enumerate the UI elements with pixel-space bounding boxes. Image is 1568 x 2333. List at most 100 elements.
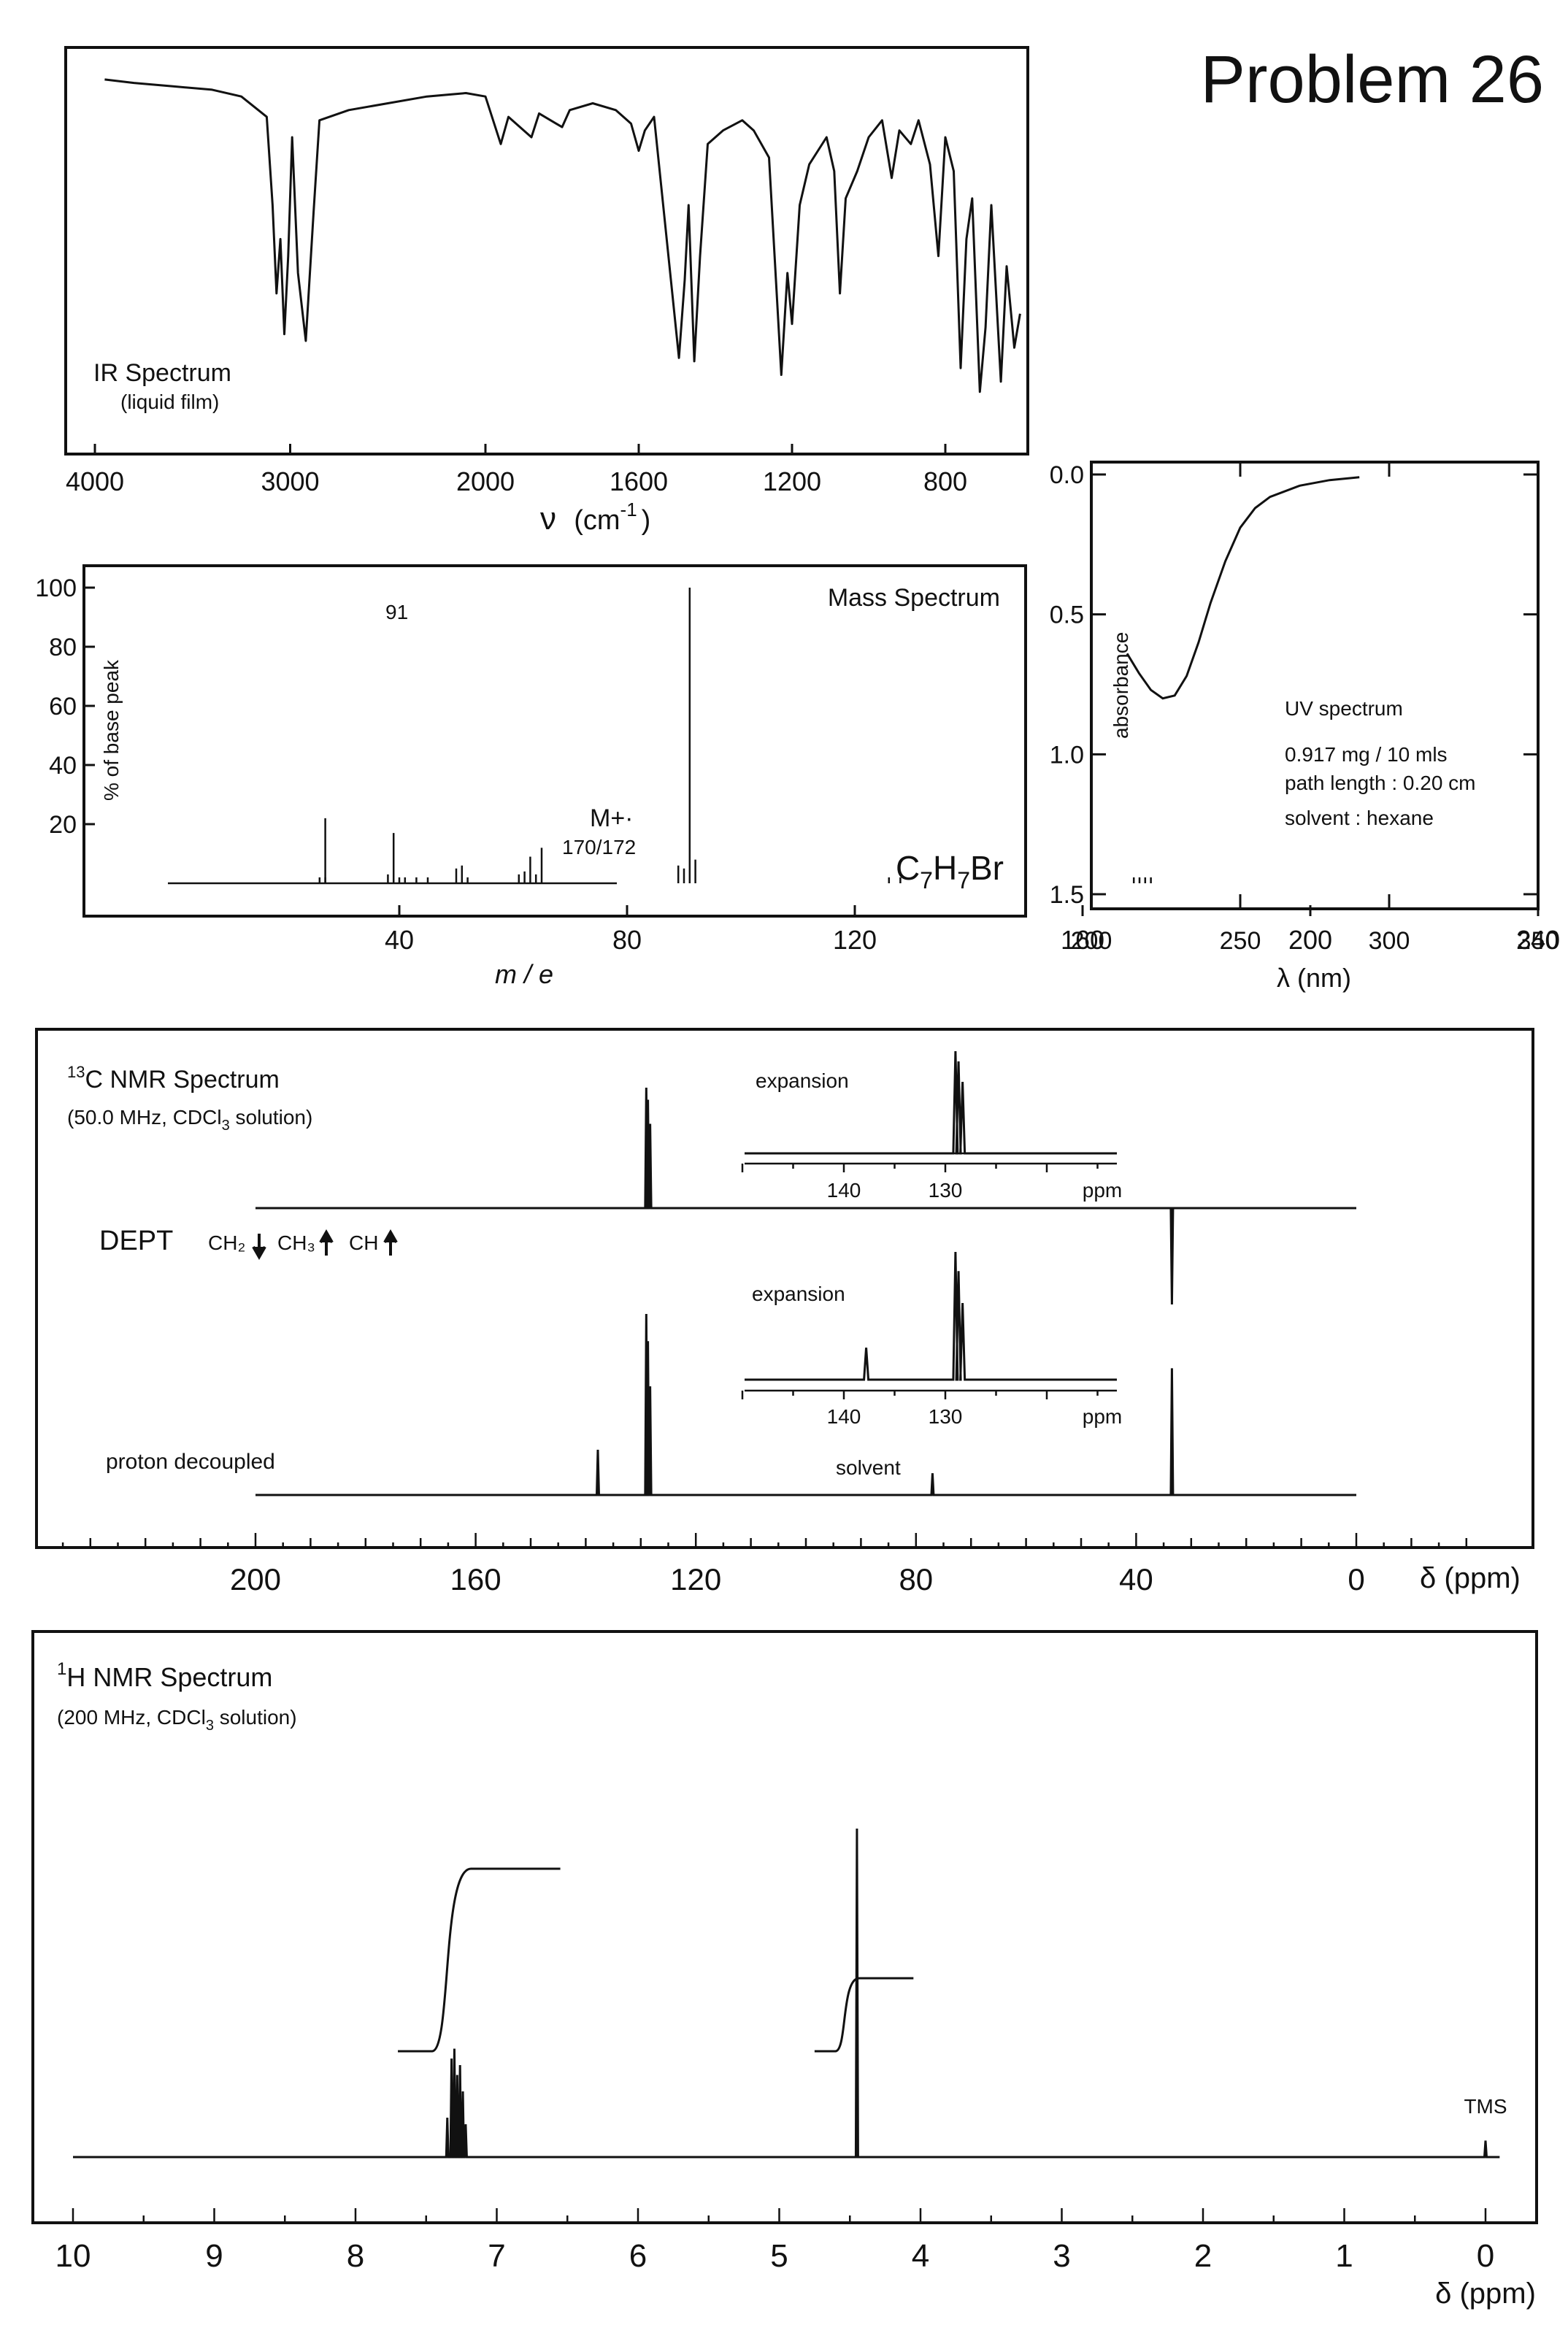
problem-title: Problem 26 bbox=[1201, 42, 1544, 117]
ms-x-axis-label: m / e bbox=[495, 959, 553, 989]
uv-frame bbox=[1090, 461, 1540, 910]
proton-decoupled-trace bbox=[255, 1313, 1356, 1496]
h1-conditions: (200 MHz, CDCl3 solution) bbox=[57, 1706, 297, 1734]
ir-frame bbox=[64, 46, 1029, 456]
h1-x-tick-label: 3 bbox=[1053, 2238, 1070, 2274]
decoupled-expansion-ticks bbox=[741, 1391, 1099, 1399]
arrow-down-icon bbox=[252, 1234, 266, 1261]
c13-x-tick-label: 160 bbox=[450, 1562, 501, 1596]
ms-y-tick-label: 20 bbox=[49, 811, 77, 839]
uv-note-concentration: 0.917 mg / 10 mls bbox=[1285, 743, 1448, 766]
uv-x-axis-label: λ (nm) bbox=[1277, 963, 1351, 993]
uv-trace bbox=[1126, 476, 1360, 700]
ms-y-axis-label: % of base peak bbox=[100, 659, 123, 801]
ms-y-tick-label: 60 bbox=[49, 693, 77, 720]
ms-y-tick-label: 100 bbox=[35, 574, 77, 602]
c13-title: 13C NMR Spectrum bbox=[67, 1063, 280, 1094]
uv-x-tick-label: 300 bbox=[1369, 927, 1410, 955]
uv-x-tick-label: 250 bbox=[1220, 927, 1261, 955]
ms-molecular-ion-label: M+· bbox=[590, 804, 634, 832]
arrow-up-icon bbox=[319, 1229, 334, 1256]
ms-x-axis: 4080120160200240280 bbox=[385, 905, 1560, 955]
h1-x-tick-label: 7 bbox=[488, 2238, 505, 2274]
h1-x-axis: 10 9 8 7 6 5 4 3 2 1 0 bbox=[55, 2208, 1494, 2274]
dept-expansion-ticks bbox=[741, 1164, 1099, 1172]
dept-expansion-tick-130: 130 bbox=[929, 1179, 963, 1202]
c13-x-tick-label: 120 bbox=[670, 1562, 721, 1596]
dept-expansion-unit: ppm bbox=[1083, 1179, 1122, 1202]
ir-x-tick-label: 4000 bbox=[66, 466, 124, 496]
dept-expansion-label: expansion bbox=[756, 1069, 849, 1092]
c13-conditions: (50.0 MHz, CDCl3 solution) bbox=[67, 1106, 312, 1134]
ir-x-axis-label: ν (cm-1) bbox=[540, 499, 650, 537]
c13-nmr-panel: 13C NMR Spectrum (50.0 MHz, CDCl3 soluti… bbox=[35, 1028, 1534, 1596]
h1-frame bbox=[31, 1630, 1538, 2224]
h1-nmr-panel: 1H NMR Spectrum (200 MHz, CDCl3 solution… bbox=[31, 1630, 1538, 2310]
ms-x-tick-label: 200 bbox=[1288, 925, 1332, 955]
dept-expansion-trace bbox=[745, 1050, 1117, 1155]
ir-x-tick-label: 800 bbox=[923, 466, 967, 496]
ms-x-tick-label: 80 bbox=[612, 925, 642, 955]
ir-x-tick-label: 2000 bbox=[456, 466, 515, 496]
dept-key-ch2: CH₂ bbox=[208, 1231, 245, 1254]
h1-x-tick-label: 2 bbox=[1194, 2238, 1212, 2274]
c13-x-tick-label: 40 bbox=[1119, 1562, 1153, 1596]
uv-note-path-length: path length : 0.20 cm bbox=[1285, 772, 1476, 794]
h1-integral-aromatic bbox=[398, 1867, 561, 2053]
ir-title: IR Spectrum bbox=[93, 359, 231, 387]
ms-base-peak-label: 91 bbox=[385, 601, 408, 623]
c13-x-axis: 200 160 120 80 40 0 bbox=[61, 1533, 1468, 1596]
ir-x-tick-label: 1600 bbox=[610, 466, 668, 496]
h1-trace bbox=[73, 1828, 1500, 2159]
uv-x-tick-label: 200 bbox=[1071, 927, 1112, 955]
solvent-label: solvent bbox=[836, 1456, 901, 1479]
ms-y-tick-label: 80 bbox=[49, 634, 77, 661]
ir-x-tick-label: 1200 bbox=[763, 466, 821, 496]
tms-label: TMS bbox=[1464, 2095, 1507, 2118]
dept-trace bbox=[255, 1087, 1356, 1305]
uv-note-solvent: solvent : hexane bbox=[1285, 807, 1434, 829]
ms-frame bbox=[82, 564, 1027, 918]
h1-x-tick-label: 4 bbox=[912, 2238, 929, 2274]
ir-subtitle: (liquid film) bbox=[120, 391, 219, 413]
ms-peaks bbox=[318, 588, 1152, 883]
h1-title: 1H NMR Spectrum bbox=[57, 1659, 272, 1692]
c13-x-tick-label: 200 bbox=[230, 1562, 281, 1596]
uv-axes: 0.0 0.5 1.0 1.5 200 250 300 350 bbox=[1050, 461, 1559, 955]
decoupled-expansion-trace bbox=[745, 1251, 1117, 1381]
ms-formula: C7H7Br bbox=[896, 849, 1004, 893]
uv-y-axis-label: absorbance bbox=[1110, 632, 1132, 739]
ms-x-tick-label: 160 bbox=[1061, 925, 1104, 955]
h1-x-tick-label: 0 bbox=[1477, 2238, 1494, 2274]
uv-title: UV spectrum bbox=[1285, 697, 1403, 720]
ms-x-tick-label: 120 bbox=[833, 925, 877, 955]
dept-key-ch: CH bbox=[349, 1231, 378, 1254]
ir-x-axis: 4000 3000 2000 1600 1200 800 bbox=[66, 444, 967, 496]
ir-trace bbox=[104, 78, 1021, 393]
decoupled-expansion-label: expansion bbox=[752, 1283, 845, 1305]
ir-x-tick-label: 3000 bbox=[261, 466, 319, 496]
uv-y-tick-label: 0.5 bbox=[1050, 601, 1084, 629]
ms-molecular-ion-values: 170/172 bbox=[562, 836, 636, 858]
c13-x-tick-label: 80 bbox=[899, 1562, 933, 1596]
dept-label: DEPT bbox=[99, 1226, 173, 1256]
h1-x-tick-label: 9 bbox=[205, 2238, 223, 2274]
c13-frame bbox=[35, 1028, 1534, 1549]
h1-x-tick-label: 10 bbox=[55, 2238, 91, 2274]
ir-spectrum-panel: IR Spectrum (liquid film) 4000 3000 2000 16… bbox=[64, 46, 1029, 537]
h1-x-tick-label: 5 bbox=[770, 2238, 788, 2274]
decoupled-expansion-unit: ppm bbox=[1083, 1405, 1122, 1428]
dept-key-ch3: CH₃ bbox=[277, 1231, 315, 1254]
h1-integral-ch2 bbox=[814, 1977, 914, 2053]
ms-y-tick-label: 40 bbox=[49, 752, 77, 780]
decoupled-expansion-tick-140: 140 bbox=[827, 1405, 861, 1428]
decoupled-expansion-tick-130: 130 bbox=[929, 1405, 963, 1428]
dept-key: CH₂ CH₃ CH bbox=[208, 1229, 398, 1261]
uv-y-tick-label: 1.0 bbox=[1050, 741, 1084, 769]
ms-x-tick-label: 40 bbox=[385, 925, 414, 955]
dept-expansion-inset: expansion 140 130 ppm bbox=[741, 1050, 1122, 1202]
mass-spectrum-panel: Mass Spectrum % of base peak 100 80 60 40 20… bbox=[35, 564, 1560, 989]
ms-title: Mass Spectrum bbox=[828, 584, 1000, 612]
c13-x-tick-label: 0 bbox=[1348, 1562, 1364, 1596]
